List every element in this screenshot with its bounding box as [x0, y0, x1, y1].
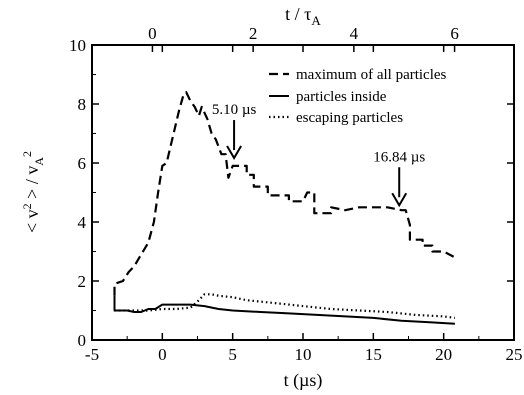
top-axis-title: t / τA	[285, 4, 321, 28]
annotation-arrow-head	[226, 145, 242, 161]
series-line-maximum	[113, 91, 456, 296]
y-tick-label: 6	[78, 154, 87, 173]
x-tick-label: 15	[365, 345, 382, 364]
annotation-arrow-head	[391, 192, 408, 208]
x-tick-label: 20	[435, 345, 452, 364]
annotation-label: 16.84 µs	[373, 149, 425, 165]
x-tick-label: 25	[506, 345, 523, 364]
x-tick-label: 10	[295, 345, 312, 364]
y-tick-label: 4	[78, 213, 87, 232]
x-tick-label: -5	[85, 345, 99, 364]
y-tick-label: 2	[78, 272, 87, 291]
top-tick-label: 4	[350, 24, 359, 43]
top-tick-label: 2	[249, 24, 258, 43]
y-axis-title: < v2 > / vA2	[20, 151, 46, 233]
legend-label-escaping: escaping particles	[296, 110, 403, 126]
legend: maximum of all particles particles insid…	[269, 67, 447, 126]
y-tick-label: 10	[69, 36, 86, 55]
x-tick-label: 0	[158, 345, 167, 364]
y-tick-label: 0	[78, 331, 87, 350]
annotation-label: 5.10 µs	[212, 102, 257, 118]
legend-label-inside: particles inside	[296, 89, 387, 105]
legend-label-maximum: maximum of all particles	[296, 67, 447, 83]
y-tick-label: 8	[78, 95, 87, 114]
top-tick-label: 6	[450, 24, 459, 43]
series-line-escaping	[114, 293, 456, 319]
series-line-inside	[113, 295, 455, 325]
top-tick-label: 0	[148, 24, 157, 43]
annotation-layer: 5.10 µs 16.84 µs	[212, 102, 425, 208]
series-layer	[113, 91, 456, 325]
x-axis-title: t (µs)	[284, 370, 323, 391]
x-tick-label: 5	[228, 345, 237, 364]
